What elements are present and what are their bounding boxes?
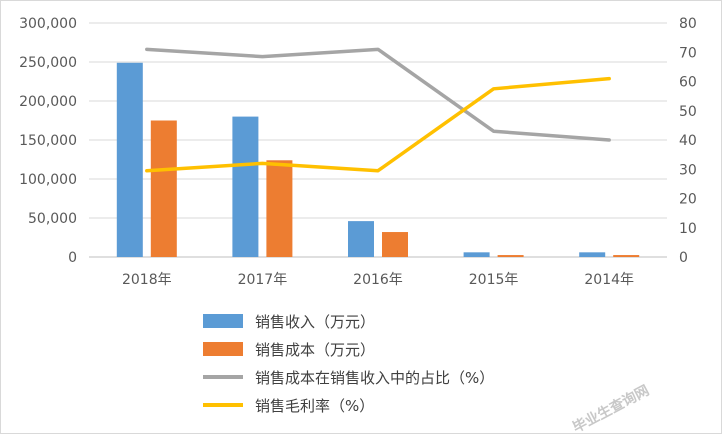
- left-tick-label: 100,000: [19, 172, 77, 188]
- left-tick-label: 50,000: [28, 211, 77, 227]
- category-label: 2017年: [238, 272, 288, 288]
- right-tick-label: 40: [679, 133, 697, 149]
- category-label: 2016年: [353, 272, 403, 288]
- left-tick-label: 200,000: [19, 94, 77, 110]
- right-tick-label: 50: [679, 104, 697, 120]
- category-label: 2015年: [469, 272, 519, 288]
- line-gross-margin: [145, 76, 611, 173]
- left-tick-label: 300,000: [19, 16, 77, 32]
- right-tick-label: 60: [679, 75, 697, 91]
- right-tick-label: 10: [679, 221, 697, 237]
- legend-label: 销售成本在销售收入中的占比（%）: [255, 369, 494, 387]
- legend-swatch: [203, 314, 243, 328]
- bar-revenue: [232, 116, 259, 257]
- right-tick-label: 80: [679, 16, 697, 32]
- right-axis-ticks: 0 10 20 30 40 50 60 70 80: [679, 16, 697, 266]
- category-label: 2018年: [122, 272, 172, 288]
- bar-revenue: [348, 221, 374, 257]
- legend-swatch: [203, 342, 243, 356]
- right-tick-label: 0: [679, 250, 688, 266]
- bar-cost: [382, 232, 408, 257]
- bar-cost: [613, 255, 640, 257]
- gridlines: [89, 22, 667, 258]
- left-tick-label: 0: [68, 250, 77, 266]
- bar-cost: [266, 160, 293, 257]
- bar-revenue: [463, 252, 490, 257]
- legend-label: 销售毛利率（%）: [255, 397, 374, 415]
- x-axis-categories: 2018年 2017年 2016年 2015年 2014年: [122, 272, 634, 288]
- legend: 销售收入（万元） 销售成本（万元） 销售成本在销售收入中的占比（%） 销售毛利率（%）: [203, 313, 494, 415]
- legend-label: 销售收入（万元）: [255, 313, 375, 331]
- category-label: 2014年: [584, 272, 634, 288]
- right-tick-label: 70: [679, 45, 697, 61]
- left-tick-label: 250,000: [19, 55, 77, 71]
- left-axis-ticks: 0 50,000 100,000 150,000 200,000 250,000 300,0…: [19, 16, 77, 266]
- bar-revenue: [116, 62, 143, 257]
- bar-revenue: [579, 252, 606, 257]
- right-tick-label: 30: [679, 162, 697, 178]
- bars: [116, 62, 640, 257]
- bar-cost: [497, 255, 524, 257]
- watermark: 毕业生查询网: [570, 382, 652, 435]
- line-cost-ratio: [145, 47, 611, 142]
- right-tick-label: 20: [679, 192, 697, 208]
- bar-cost: [150, 120, 177, 257]
- lines: [145, 47, 611, 173]
- left-tick-label: 150,000: [19, 133, 77, 149]
- legend-label: 销售成本（万元）: [255, 341, 375, 359]
